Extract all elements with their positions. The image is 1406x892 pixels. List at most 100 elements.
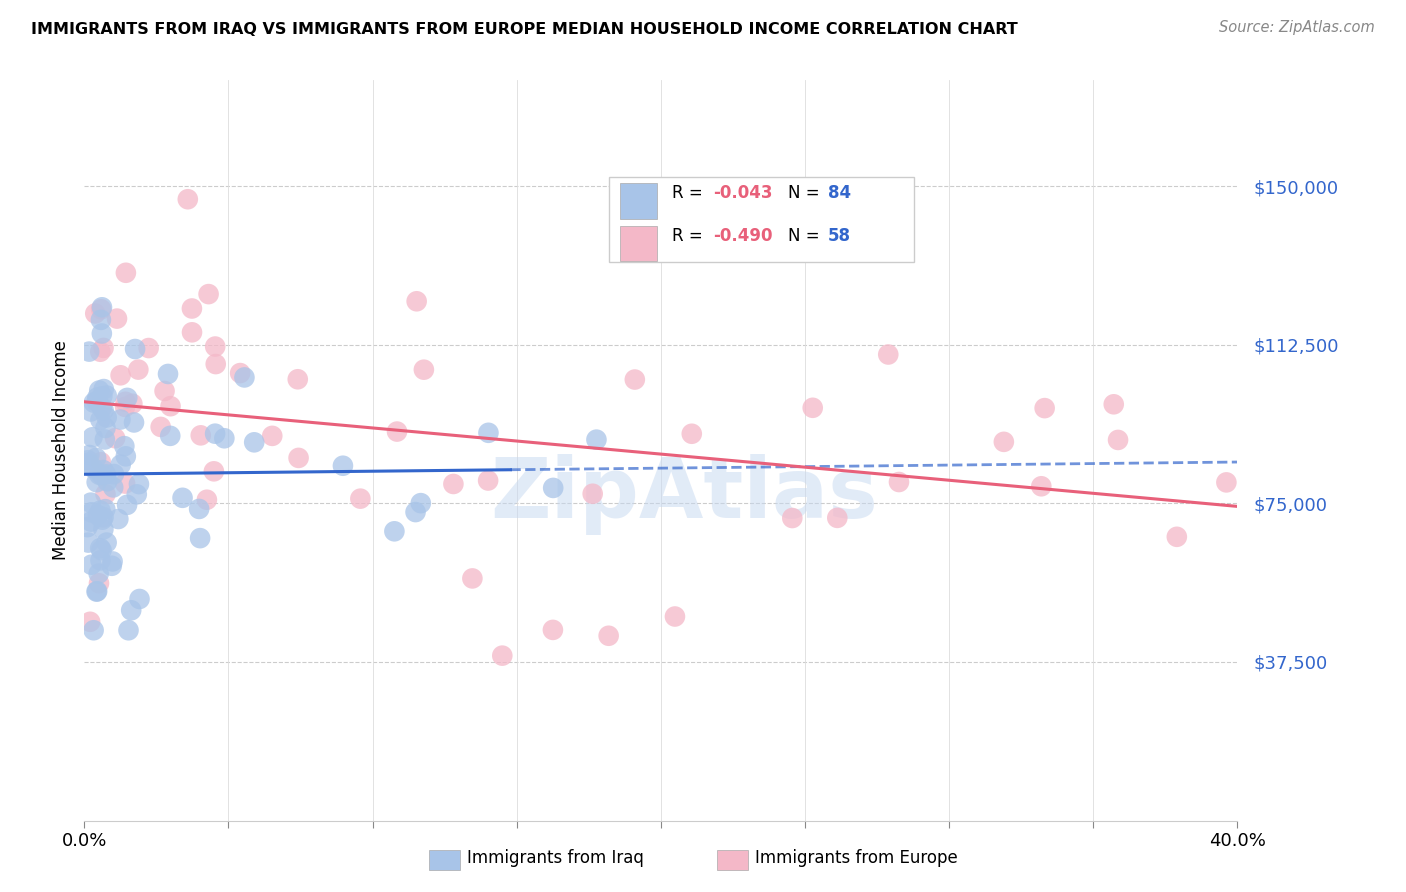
Point: [117, 624, 139, 638]
Point: [82, 430, 104, 444]
Point: [89, 467, 111, 482]
Point: [177, 192, 200, 206]
FancyBboxPatch shape: [620, 184, 658, 219]
Point: [110, 368, 132, 383]
Point: [153, 384, 176, 398]
Point: [149, 420, 172, 434]
Point: [104, 431, 127, 445]
Point: [582, 487, 605, 501]
Point: [385, 425, 408, 439]
Point: [121, 397, 143, 411]
Point: [94, 467, 117, 482]
Point: [91, 389, 114, 403]
Point: [204, 426, 226, 441]
Point: [128, 477, 150, 491]
Text: N =: N =: [787, 227, 824, 244]
Point: [461, 571, 484, 585]
Point: [114, 476, 136, 491]
Point: [86, 394, 108, 409]
Point: [202, 464, 225, 478]
Point: [349, 491, 371, 506]
Point: [86, 584, 108, 599]
Point: [127, 362, 149, 376]
Point: [90, 543, 112, 558]
Point: [138, 341, 160, 355]
Point: [103, 467, 125, 481]
Point: [1166, 530, 1188, 544]
Point: [114, 394, 136, 409]
Point: [86, 584, 108, 599]
Point: [90, 326, 112, 341]
Point: [229, 366, 252, 380]
Point: [827, 511, 849, 525]
Point: [1107, 433, 1129, 447]
Point: [993, 434, 1015, 449]
Point: [79, 448, 101, 462]
Point: [80, 404, 103, 418]
Point: [77, 344, 100, 359]
Point: [83, 624, 105, 638]
Point: [96, 410, 118, 425]
Point: [89, 413, 111, 427]
Y-axis label: Median Household Income: Median Household Income: [52, 341, 70, 560]
Point: [409, 496, 432, 510]
Point: [100, 558, 122, 573]
Point: [84, 450, 107, 465]
Point: [172, 491, 194, 505]
Point: [1102, 397, 1125, 411]
Point: [188, 502, 211, 516]
Point: [405, 294, 427, 309]
Point: [80, 558, 103, 572]
Point: [122, 416, 145, 430]
Point: [1033, 401, 1056, 416]
Point: [332, 458, 354, 473]
Point: [405, 505, 427, 519]
Point: [89, 503, 111, 517]
Point: [180, 301, 202, 316]
Point: [541, 623, 564, 637]
Point: [233, 370, 256, 384]
Point: [491, 648, 513, 663]
Point: [93, 403, 115, 417]
Text: Immigrants from Iraq: Immigrants from Iraq: [467, 849, 644, 867]
Text: -0.043: -0.043: [713, 184, 772, 202]
Point: [103, 480, 125, 494]
Text: 58: 58: [828, 227, 851, 244]
Point: [83, 395, 105, 409]
Point: [91, 468, 114, 483]
Point: [204, 357, 226, 371]
Point: [441, 477, 464, 491]
Point: [114, 450, 136, 464]
Point: [91, 463, 114, 477]
Point: [1215, 475, 1237, 490]
Point: [90, 313, 112, 327]
Point: [93, 341, 115, 355]
Point: [107, 512, 129, 526]
Point: [89, 344, 111, 359]
Point: [87, 576, 110, 591]
Text: IMMIGRANTS FROM IRAQ VS IMMIGRANTS FROM EUROPE MEDIAN HOUSEHOLD INCOME CORRELATI: IMMIGRANTS FROM IRAQ VS IMMIGRANTS FROM …: [31, 22, 1018, 37]
Point: [94, 487, 117, 501]
Point: [115, 498, 138, 512]
Point: [782, 511, 804, 525]
Point: [887, 475, 910, 489]
Point: [477, 425, 499, 440]
Point: [197, 287, 219, 301]
Point: [541, 481, 564, 495]
Point: [76, 520, 98, 534]
Point: [159, 399, 181, 413]
Point: [159, 429, 181, 443]
Point: [91, 300, 114, 314]
Point: [157, 367, 180, 381]
Point: [79, 615, 101, 629]
Point: [80, 515, 103, 529]
Point: [412, 362, 434, 376]
Point: [585, 433, 607, 447]
Point: [84, 306, 107, 320]
Point: [93, 382, 115, 396]
Point: [82, 461, 104, 475]
Point: [204, 340, 226, 354]
Point: [91, 513, 114, 527]
Point: [1031, 479, 1053, 493]
Point: [877, 347, 900, 361]
